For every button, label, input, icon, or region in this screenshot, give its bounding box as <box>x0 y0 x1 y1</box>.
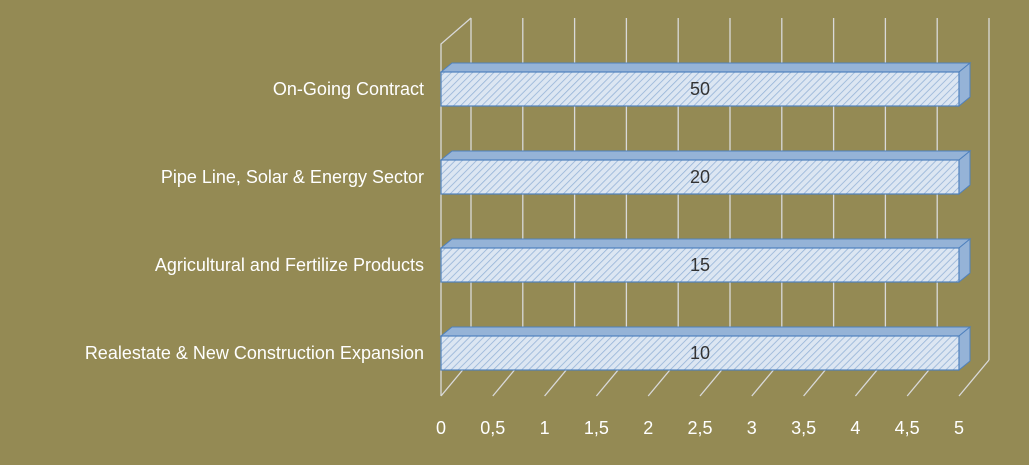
bar-top-face <box>439 62 972 73</box>
data-label: 20 <box>690 167 710 187</box>
data-label: 50 <box>690 79 710 99</box>
x-tick-label: 3,5 <box>791 418 816 438</box>
bar <box>440 335 960 371</box>
bar-top-face <box>439 326 972 337</box>
x-tick-label: 4 <box>850 418 860 438</box>
x-tick-label: 2,5 <box>687 418 712 438</box>
x-tick-label: 0,5 <box>480 418 505 438</box>
category-label: On-Going Contract <box>273 79 424 99</box>
x-tick-label: 0 <box>436 418 446 438</box>
x-tick-label: 5 <box>954 418 964 438</box>
data-label: 10 <box>690 343 710 363</box>
bar <box>440 159 960 195</box>
x-tick-label: 3 <box>747 418 757 438</box>
bar <box>440 71 960 107</box>
x-tick-label: 4,5 <box>895 418 920 438</box>
bar-top-face <box>439 150 972 161</box>
bar-top-face <box>439 238 972 249</box>
x-tick-label: 2 <box>643 418 653 438</box>
category-label: Agricultural and Fertilize Products <box>155 255 424 275</box>
category-label: Realestate & New Construction Expansion <box>85 343 424 363</box>
data-label: 15 <box>690 255 710 275</box>
labels-layer: 0 0,5 1 1,5 2 2,5 3 3,5 4 4,5 5 10 Realestate & New … <box>85 79 964 438</box>
bar <box>440 247 960 283</box>
category-label: Pipe Line, Solar & Energy Sector <box>161 167 424 187</box>
bars-layer <box>439 61 972 372</box>
x-tick-label: 1 <box>540 418 550 438</box>
gridline-floor <box>958 359 990 397</box>
x-tick-label: 1,5 <box>584 418 609 438</box>
